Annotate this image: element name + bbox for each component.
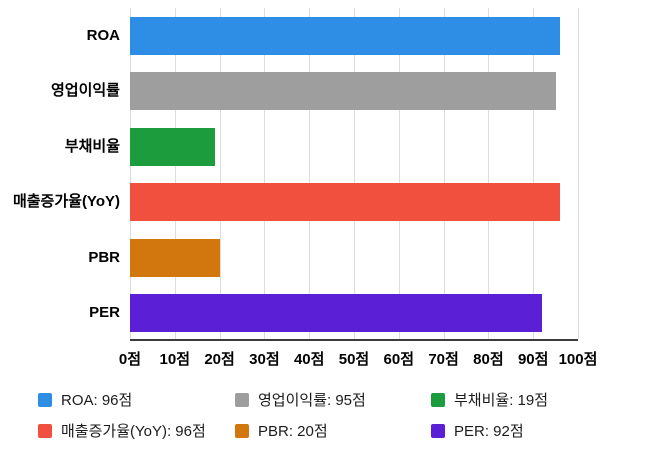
x-tick-label: 40점 [293,351,325,368]
x-tick-label: 0점 [118,351,142,368]
bar [130,72,556,111]
legend-swatch [235,423,249,438]
x-tick-label: 100점 [558,351,598,368]
gridline [219,8,221,339]
legend-swatch [38,423,52,438]
x-tick-label: 70점 [428,351,459,368]
category-label: 매출증가율(YoY) [12,193,120,211]
category-label: ROA [86,26,120,44]
gridline [174,8,176,339]
legend-item: 영업이익률: 95점 [235,389,431,410]
legend-item: 매출증가율(YoY): 96점 [38,420,235,441]
x-tick-label: 10점 [159,351,191,368]
gridline [533,8,535,339]
legend-swatch [235,392,249,407]
x-tick-label: 30점 [249,351,280,368]
x-tick-label: 50점 [338,351,370,368]
bar [130,16,561,55]
legend-label: ROA: 96점 [61,392,133,409]
gridline [354,8,355,339]
legend-label: 매출증가율(YoY): 96점 [61,423,206,440]
legend-item: PER: 92점 [431,420,548,441]
bar [130,183,561,222]
legend-item: 부채비율: 19점 [431,389,548,410]
x-tick-label: 20점 [204,351,235,368]
gridline [488,8,490,339]
gridline [398,8,400,339]
category-label: PER [89,304,120,322]
x-tick-label: 60점 [383,351,415,368]
legend-swatch [431,392,445,407]
bar [130,294,543,333]
category-label: 영업이익률 [50,82,120,100]
bar [130,238,220,277]
category-label: 부채비율 [64,137,120,155]
x-tick-label: 90점 [517,351,549,368]
gridline [264,8,266,339]
gridline [309,8,311,339]
legend-item: ROA: 96점 [38,389,235,410]
category-label: PBR [88,248,120,266]
legend-label: PER: 92점 [454,423,524,440]
gridline [443,8,445,339]
gridline [578,8,579,339]
legend-label: PBR: 20점 [258,423,328,440]
gridline [130,8,131,339]
legend-item: PBR: 20점 [235,420,431,441]
legend-swatch [38,392,52,407]
legend-label: 부채비율: 19점 [454,392,549,409]
bar [130,127,216,166]
x-tick-label: 80점 [473,351,504,368]
legend-label: 영업이익률: 95점 [258,392,366,409]
plot-area [130,8,579,341]
legend-swatch [431,423,445,438]
